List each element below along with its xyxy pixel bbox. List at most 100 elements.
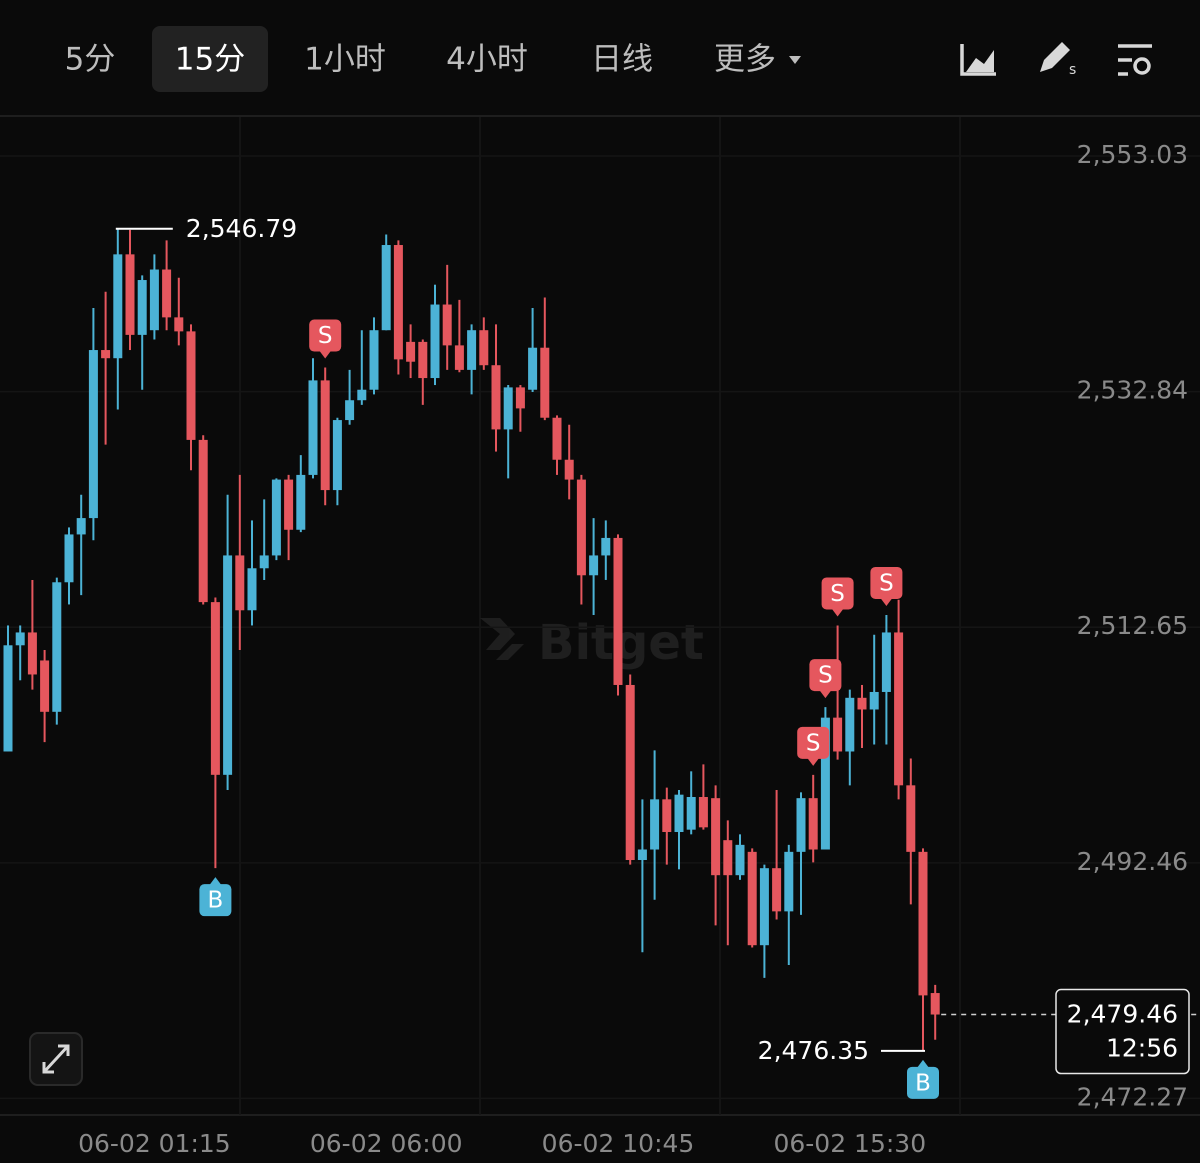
- sell-marker: S: [870, 566, 903, 606]
- candle-body: [613, 537, 623, 685]
- tab[interactable]: 更多: [714, 42, 776, 78]
- candle-body: [735, 844, 745, 876]
- candle-body: [271, 479, 281, 556]
- candle-body: [442, 304, 452, 346]
- chart-type-icon[interactable]: [960, 44, 996, 76]
- candle-body: [52, 582, 62, 712]
- tab[interactable]: 15分: [175, 42, 245, 78]
- candle-body: [137, 280, 147, 335]
- candle-body: [625, 684, 635, 861]
- candle-body: [393, 245, 403, 360]
- candle-body: [247, 568, 257, 611]
- candle-body: [576, 479, 586, 576]
- candle-body: [869, 691, 879, 710]
- y-tick-label: 2,512.65: [1077, 611, 1188, 640]
- candle-body: [64, 534, 74, 583]
- candle-body: [308, 380, 318, 475]
- tab[interactable]: 1小时: [304, 42, 386, 78]
- candle-body: [637, 849, 647, 861]
- settings-icon[interactable]: [1118, 44, 1152, 76]
- marker-label: S: [806, 730, 821, 756]
- candle-body: [833, 717, 843, 752]
- marker-badge: [870, 566, 903, 599]
- candle-body: [235, 555, 245, 611]
- candle-body: [845, 697, 855, 752]
- y-tick-label: 2,532.84: [1077, 376, 1188, 405]
- marker-pointer: [819, 690, 832, 699]
- candle-body: [88, 350, 98, 519]
- candle-body: [686, 796, 696, 830]
- draw-tool-icon[interactable]: s: [1040, 42, 1076, 78]
- candle-body: [759, 868, 769, 946]
- x-tick-label: 06-02 01:15: [78, 1129, 231, 1158]
- draw-tool-icon-s: s: [1069, 62, 1076, 78]
- tab[interactable]: 5分: [65, 42, 116, 78]
- candle-body: [296, 474, 306, 530]
- candle-body: [784, 851, 794, 912]
- candle-body: [76, 518, 86, 535]
- candle-body: [698, 796, 708, 828]
- sell-marker: S: [309, 319, 342, 359]
- candle-body: [906, 785, 916, 852]
- candle-body: [174, 317, 184, 332]
- candle-body: [601, 537, 611, 556]
- sell-marker: S: [797, 726, 830, 766]
- candle-body: [198, 439, 208, 603]
- candle-body: [125, 254, 135, 335]
- candle-body: [430, 304, 440, 379]
- candle-body: [418, 341, 428, 379]
- marker-pointer: [209, 877, 222, 886]
- marker-pointer: [831, 608, 844, 617]
- candle-body: [808, 798, 818, 850]
- candle-body: [564, 459, 574, 480]
- candle-body: [101, 350, 111, 359]
- tab[interactable]: 日线: [591, 42, 653, 78]
- candle-body: [15, 632, 25, 646]
- marker-pointer: [917, 1059, 929, 1068]
- candle-body: [503, 387, 513, 430]
- marker-label: S: [318, 323, 333, 349]
- candle-body: [369, 330, 379, 390]
- candle-body: [711, 798, 721, 876]
- candle-body: [930, 993, 940, 1015]
- plot-area: 2,553.03 2,532.84 2,512.65 2,492.46 2,472.27…: [0, 140, 1200, 1158]
- toolbar: 5分 15分 1小时 4小时 日线 更多: [65, 26, 801, 92]
- dropdown-caret: [789, 56, 801, 64]
- candle-body: [284, 479, 294, 530]
- candle-body: [589, 555, 599, 576]
- candle-body: [210, 602, 220, 775]
- candle-body: [820, 717, 830, 850]
- sell-marker: S: [809, 659, 842, 699]
- last-price-label: 2,479.46: [1067, 1000, 1178, 1029]
- sell-marker: S: [821, 577, 854, 617]
- marker-pointer: [880, 597, 893, 606]
- candle-body: [454, 345, 464, 370]
- candle-body: [662, 799, 672, 833]
- buy-marker: B: [907, 1059, 939, 1099]
- marker-label: B: [208, 888, 224, 914]
- marker-badge: [907, 1066, 939, 1099]
- tab[interactable]: 4小时: [446, 42, 528, 78]
- last-price-box: [1055, 988, 1190, 1075]
- candle-body: [223, 555, 233, 775]
- x-tick-label: 06-02 06:00: [310, 1129, 463, 1158]
- max-label: 2,546.79: [186, 214, 297, 243]
- candle-body: [918, 851, 928, 996]
- buy-marker: B: [199, 877, 232, 917]
- fullscreen-button[interactable]: [29, 1032, 83, 1086]
- marker-label: S: [818, 663, 833, 689]
- candle-body: [491, 365, 501, 430]
- countdown: 12:56: [1106, 1034, 1178, 1063]
- candle-body: [747, 851, 757, 946]
- candle-body: [320, 380, 330, 491]
- marker-pointer: [319, 350, 332, 359]
- marker-badge: [797, 726, 830, 759]
- y-tick-label: 2,492.46: [1077, 847, 1188, 876]
- candle-body: [357, 389, 367, 401]
- candle-body: [332, 420, 342, 491]
- y-tick-label: 2,472.27: [1077, 1082, 1188, 1111]
- candle-body: [881, 632, 891, 692]
- candle-body: [723, 840, 733, 876]
